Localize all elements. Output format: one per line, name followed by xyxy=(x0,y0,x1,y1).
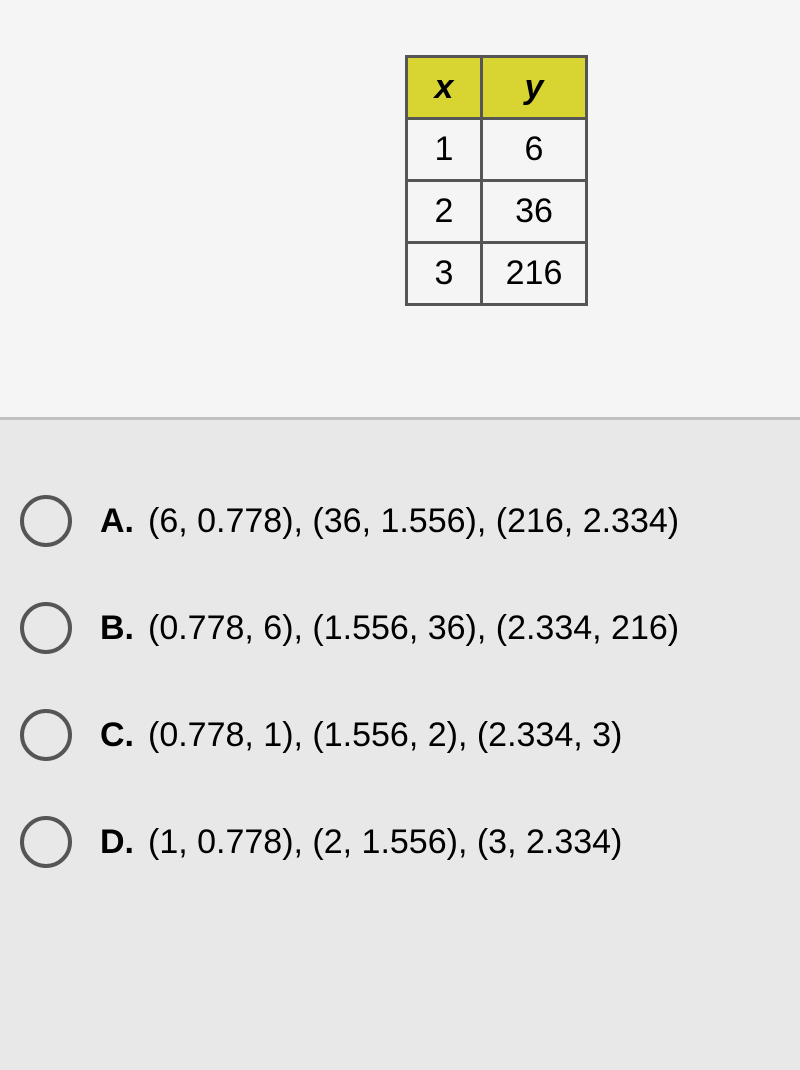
radio-icon[interactable] xyxy=(20,495,72,547)
answer-text: (1, 0.778), (2, 1.556), (3, 2.334) xyxy=(148,823,622,862)
answer-label: D. xyxy=(100,823,134,862)
answer-text: (6, 0.778), (36, 1.556), (216, 2.334) xyxy=(148,502,679,541)
table-header-y: y xyxy=(482,57,587,119)
answer-option-b[interactable]: B. (0.778, 6), (1.556, 36), (2.334, 216) xyxy=(20,602,780,654)
answer-label: A. xyxy=(100,502,134,541)
radio-icon[interactable] xyxy=(20,709,72,761)
answer-option-c[interactable]: C. (0.778, 1), (1.556, 2), (2.334, 3) xyxy=(20,709,780,761)
table-row: 2 36 xyxy=(407,181,587,243)
answer-label: B. xyxy=(100,609,134,648)
radio-icon[interactable] xyxy=(20,602,72,654)
table-header-x: x xyxy=(407,57,482,119)
table-cell: 36 xyxy=(482,181,587,243)
answers-section: A. (6, 0.778), (36, 1.556), (216, 2.334)… xyxy=(0,420,800,868)
table-cell: 3 xyxy=(407,243,482,305)
table-cell: 216 xyxy=(482,243,587,305)
answer-option-d[interactable]: D. (1, 0.778), (2, 1.556), (3, 2.334) xyxy=(20,816,780,868)
table-row: 1 6 xyxy=(407,119,587,181)
table-cell: 6 xyxy=(482,119,587,181)
table-cell: 1 xyxy=(407,119,482,181)
xy-data-table: x y 1 6 2 36 3 216 xyxy=(405,55,588,306)
answer-text: (0.778, 1), (1.556, 2), (2.334, 3) xyxy=(148,716,622,755)
answer-option-a[interactable]: A. (6, 0.778), (36, 1.556), (216, 2.334) xyxy=(20,495,780,547)
answer-text: (0.778, 6), (1.556, 36), (2.334, 216) xyxy=(148,609,679,648)
table-section: x y 1 6 2 36 3 216 xyxy=(0,0,800,420)
answer-label: C. xyxy=(100,716,134,755)
table-cell: 2 xyxy=(407,181,482,243)
table-row: 3 216 xyxy=(407,243,587,305)
radio-icon[interactable] xyxy=(20,816,72,868)
